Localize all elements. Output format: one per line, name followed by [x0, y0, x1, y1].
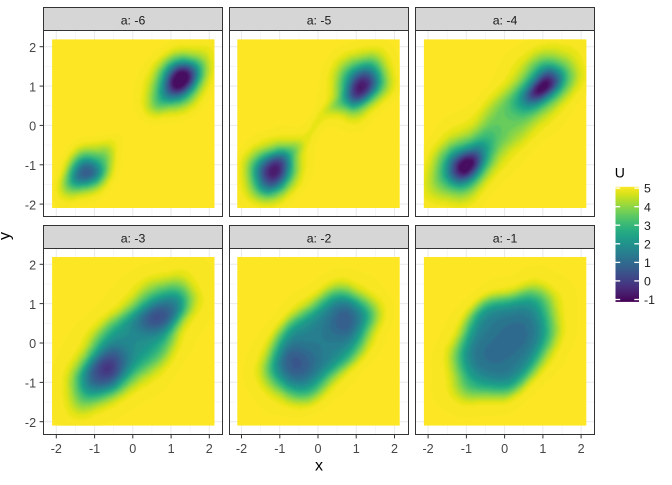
- svg-text:a: -4: a: -4: [493, 14, 518, 28]
- svg-text:2: 2: [644, 237, 651, 251]
- svg-text:-2: -2: [236, 442, 247, 456]
- svg-text:0: 0: [29, 337, 36, 351]
- svg-text:a: -2: a: -2: [307, 232, 332, 246]
- svg-text:-1: -1: [461, 442, 472, 456]
- svg-text:-1: -1: [25, 377, 36, 391]
- svg-text:-2: -2: [422, 442, 433, 456]
- svg-text:2: 2: [29, 259, 36, 273]
- svg-text:U: U: [615, 165, 625, 181]
- svg-text:1: 1: [644, 256, 651, 270]
- svg-text:-1: -1: [644, 293, 655, 307]
- svg-text:5: 5: [644, 182, 651, 196]
- svg-text:0: 0: [129, 442, 136, 456]
- svg-text:-2: -2: [51, 442, 62, 456]
- svg-text:-2: -2: [25, 416, 36, 430]
- svg-text:-1: -1: [89, 442, 100, 456]
- svg-text:1: 1: [168, 442, 175, 456]
- svg-text:3: 3: [644, 219, 651, 233]
- svg-text:0: 0: [29, 120, 36, 134]
- svg-text:-1: -1: [25, 159, 36, 173]
- svg-text:y: y: [0, 232, 14, 240]
- svg-text:0: 0: [501, 442, 508, 456]
- svg-text:1: 1: [29, 80, 36, 94]
- svg-text:x: x: [315, 458, 323, 475]
- svg-text:0: 0: [314, 442, 321, 456]
- svg-text:1: 1: [353, 442, 360, 456]
- svg-text:2: 2: [206, 442, 213, 456]
- svg-text:a: -6: a: -6: [121, 14, 146, 28]
- svg-text:-1: -1: [274, 442, 285, 456]
- svg-text:2: 2: [578, 442, 585, 456]
- svg-text:1: 1: [29, 298, 36, 312]
- svg-text:a: -1: a: -1: [493, 232, 518, 246]
- svg-text:a: -5: a: -5: [307, 14, 332, 28]
- svg-text:a: -3: a: -3: [121, 232, 146, 246]
- svg-text:2: 2: [29, 41, 36, 55]
- svg-text:1: 1: [539, 442, 546, 456]
- svg-text:4: 4: [644, 200, 651, 214]
- svg-text:2: 2: [391, 442, 398, 456]
- svg-text:0: 0: [644, 275, 651, 289]
- svg-text:-2: -2: [25, 198, 36, 212]
